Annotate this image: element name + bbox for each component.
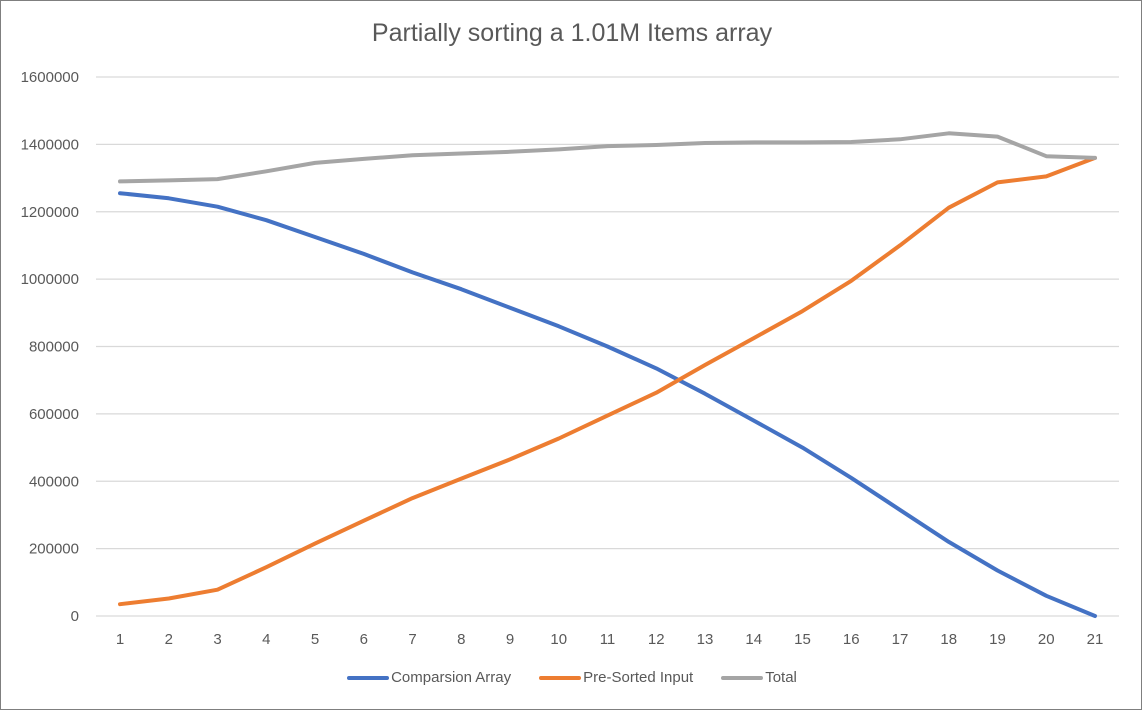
chart-title: Partially sorting a 1.01M Items array — [371, 19, 773, 47]
legend-label: Pre-Sorted Input — [583, 669, 694, 686]
y-tick-label: 200000 — [29, 541, 79, 558]
x-tick-label: 11 — [600, 631, 616, 648]
x-tick-label: 19 — [989, 631, 1006, 648]
series-line-total — [118, 131, 1097, 184]
y-tick-label: 400000 — [29, 473, 79, 490]
x-tick-label: 7 — [408, 631, 416, 648]
x-tick-label: 2 — [165, 631, 173, 648]
y-tick-label: 1200000 — [21, 204, 79, 221]
y-tick-label: 800000 — [29, 339, 79, 356]
x-tick-label: 17 — [892, 631, 909, 648]
legend-swatch-icon — [539, 675, 582, 680]
y-tick-label: 0 — [71, 608, 79, 625]
legend-item: Total — [721, 669, 797, 686]
x-tick-label: 18 — [940, 631, 957, 648]
y-tick-label: 1600000 — [21, 69, 79, 86]
x-tick-label: 12 — [648, 631, 665, 648]
series-line-comparsion-array — [118, 191, 1097, 618]
x-tick-label: 14 — [745, 631, 762, 648]
x-tick-label: 9 — [506, 631, 514, 648]
x-tick-label: 15 — [794, 631, 811, 648]
x-tick-label: 20 — [1038, 631, 1055, 648]
legend-label: Comparsion Array — [391, 669, 512, 686]
y-tick-label: 1000000 — [21, 271, 79, 288]
y-tick-label: 1400000 — [21, 136, 79, 153]
legend-item: Comparsion Array — [347, 669, 511, 686]
x-tick-label: 21 — [1087, 631, 1104, 648]
x-tick-label: 8 — [457, 631, 465, 648]
x-tick-label: 13 — [697, 631, 714, 648]
legend-label: Total — [765, 669, 797, 686]
x-tick-label: 5 — [311, 631, 319, 648]
x-tick-label: 6 — [360, 631, 368, 648]
legend-item: Pre-Sorted Input — [539, 669, 693, 686]
series-line-pre-sorted-input — [118, 155, 1097, 607]
x-tick-label: 4 — [262, 631, 270, 648]
y-tick-label: 600000 — [29, 406, 79, 423]
x-tick-label: 10 — [550, 631, 567, 648]
legend: Comparsion Array Pre-Sorted Input Total — [1, 669, 1142, 686]
legend-swatch-icon — [721, 675, 764, 680]
x-tick-label: 1 — [116, 631, 124, 648]
x-tick-label: 16 — [843, 631, 860, 648]
x-tick-label: 3 — [213, 631, 221, 648]
legend-swatch-icon — [347, 675, 390, 680]
